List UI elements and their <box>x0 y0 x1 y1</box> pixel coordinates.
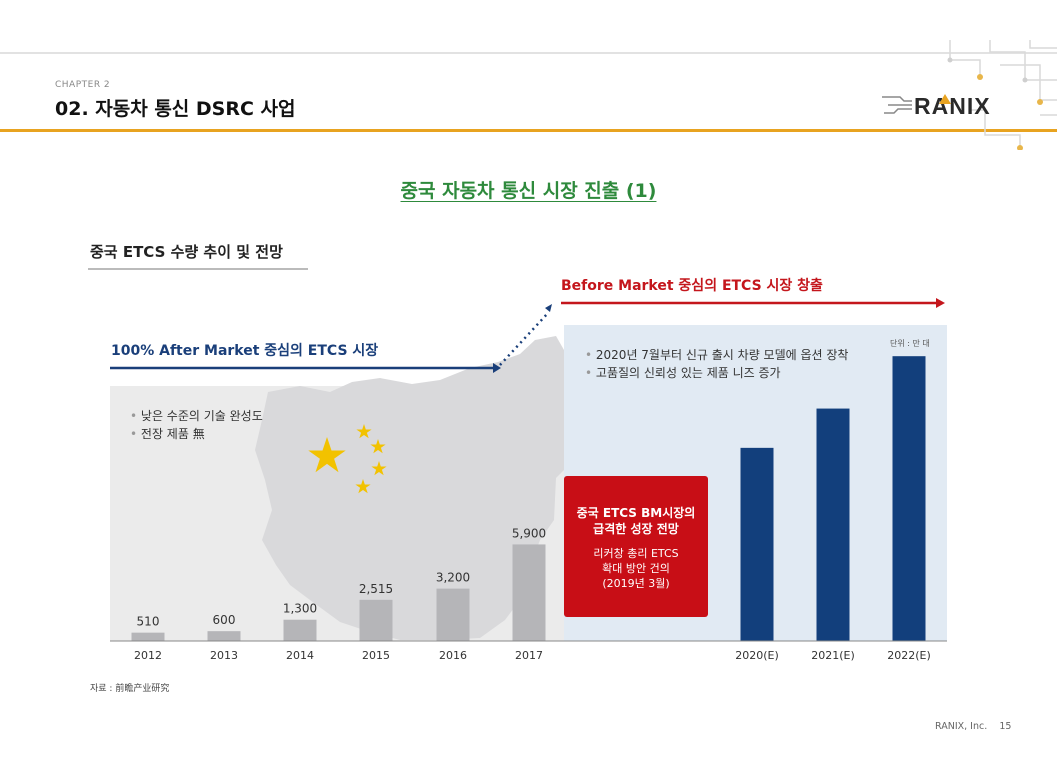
before-market-label: Before Market 중심의 ETCS 시장 창출 <box>561 278 823 294</box>
callout-body: 리커창 총리 ETCS 확대 방안 건의 (2019년 3월) <box>564 546 708 591</box>
circuit-decoration <box>947 40 1057 150</box>
header-accent-line <box>0 129 1057 132</box>
callout-title-line: 중국 ETCS BM시장의 <box>576 506 696 520</box>
page-heading: 중국 자동차 통신 시장 진출 (1) <box>400 180 657 202</box>
small-star-icon <box>370 439 386 454</box>
big-star-icon <box>308 437 346 473</box>
ranix-logo: RANIX <box>882 93 991 119</box>
small-star-icon <box>371 461 387 476</box>
chapter-label: CHAPTER 2 <box>55 80 111 90</box>
chart-heading: 중국 ETCS 수량 추이 및 전망 <box>90 243 283 261</box>
unit-label: 단위 : 만 대 <box>890 339 930 348</box>
bar-2017 <box>512 544 546 641</box>
data-label-2014: 1,300 <box>283 602 317 616</box>
bullet-item: 전장 제품 無 <box>130 425 263 443</box>
svg-text:RANIX: RANIX <box>914 93 991 119</box>
callout-body-line: (2019년 3월) <box>602 577 670 590</box>
x-tick-label: 2016 <box>439 649 467 662</box>
x-tick-label: 2022(E) <box>887 649 931 662</box>
data-label-2012: 510 <box>137 615 160 629</box>
bar-2022(E) <box>892 356 926 641</box>
callout-title-line: 급격한 성장 전망 <box>593 522 679 536</box>
footer-company: RANIX, Inc. <box>935 721 988 732</box>
bar-2020(E) <box>740 447 774 641</box>
data-label-2016: 3,200 <box>436 571 470 585</box>
x-tick-label: 2014 <box>286 649 314 662</box>
china-map-shape <box>255 336 564 640</box>
bullet-item: 낮은 수준의 기술 완성도 <box>130 407 263 425</box>
right-bullet-list: 2020년 7월부터 신규 출시 차량 모델에 옵션 장착 고품질의 신뢰성 있… <box>585 346 849 382</box>
source-note: 자료 : 前瞻产业研究 <box>90 684 170 694</box>
data-label-2013: 600 <box>213 613 236 627</box>
chart-heading-underline <box>88 268 308 270</box>
callout-title: 중국 ETCS BM시장의 급격한 성장 전망 <box>564 505 708 537</box>
bullet-item: 2020년 7월부터 신규 출시 차량 모델에 옵션 장착 <box>585 346 849 364</box>
left-bullet-list: 낮은 수준의 기술 완성도 전장 제품 無 <box>130 407 263 443</box>
bar-2021(E) <box>816 408 850 641</box>
callout-body-line: 확대 방안 건의 <box>602 562 670 575</box>
header-top-line <box>0 52 1057 54</box>
after-market-label: 100% After Market 중심의 ETCS 시장 <box>111 343 379 359</box>
data-label-2017: 5,900 <box>512 526 546 540</box>
bar-2012 <box>131 632 165 641</box>
bar-2015 <box>359 599 393 641</box>
x-tick-label: 2012 <box>134 649 162 662</box>
bar-2013 <box>207 631 241 641</box>
page-number: 15 <box>999 721 1012 732</box>
x-tick-label: 2017 <box>515 649 543 662</box>
growth-callout-box: 중국 ETCS BM시장의 급격한 성장 전망 리커창 총리 ETCS 확대 방… <box>564 476 708 617</box>
x-tick-label: 2020(E) <box>735 649 779 662</box>
footer: RANIX, Inc. 15 <box>935 721 1011 732</box>
x-tick-label: 2021(E) <box>811 649 855 662</box>
small-star-icon <box>356 424 372 439</box>
callout-body-line: 리커창 총리 ETCS <box>593 547 679 560</box>
x-tick-label: 2013 <box>210 649 238 662</box>
small-star-icon <box>355 479 371 494</box>
bullet-item: 고품질의 신뢰성 있는 제품 니즈 증가 <box>585 364 848 382</box>
section-title: 02. 자동차 통신 DSRC 사업 <box>55 98 296 120</box>
bar-2014 <box>283 619 317 641</box>
china-flag-stars <box>308 424 387 494</box>
data-label-2015: 2,515 <box>359 582 393 596</box>
bar-2016 <box>436 588 470 641</box>
x-tick-label: 2015 <box>362 649 390 662</box>
